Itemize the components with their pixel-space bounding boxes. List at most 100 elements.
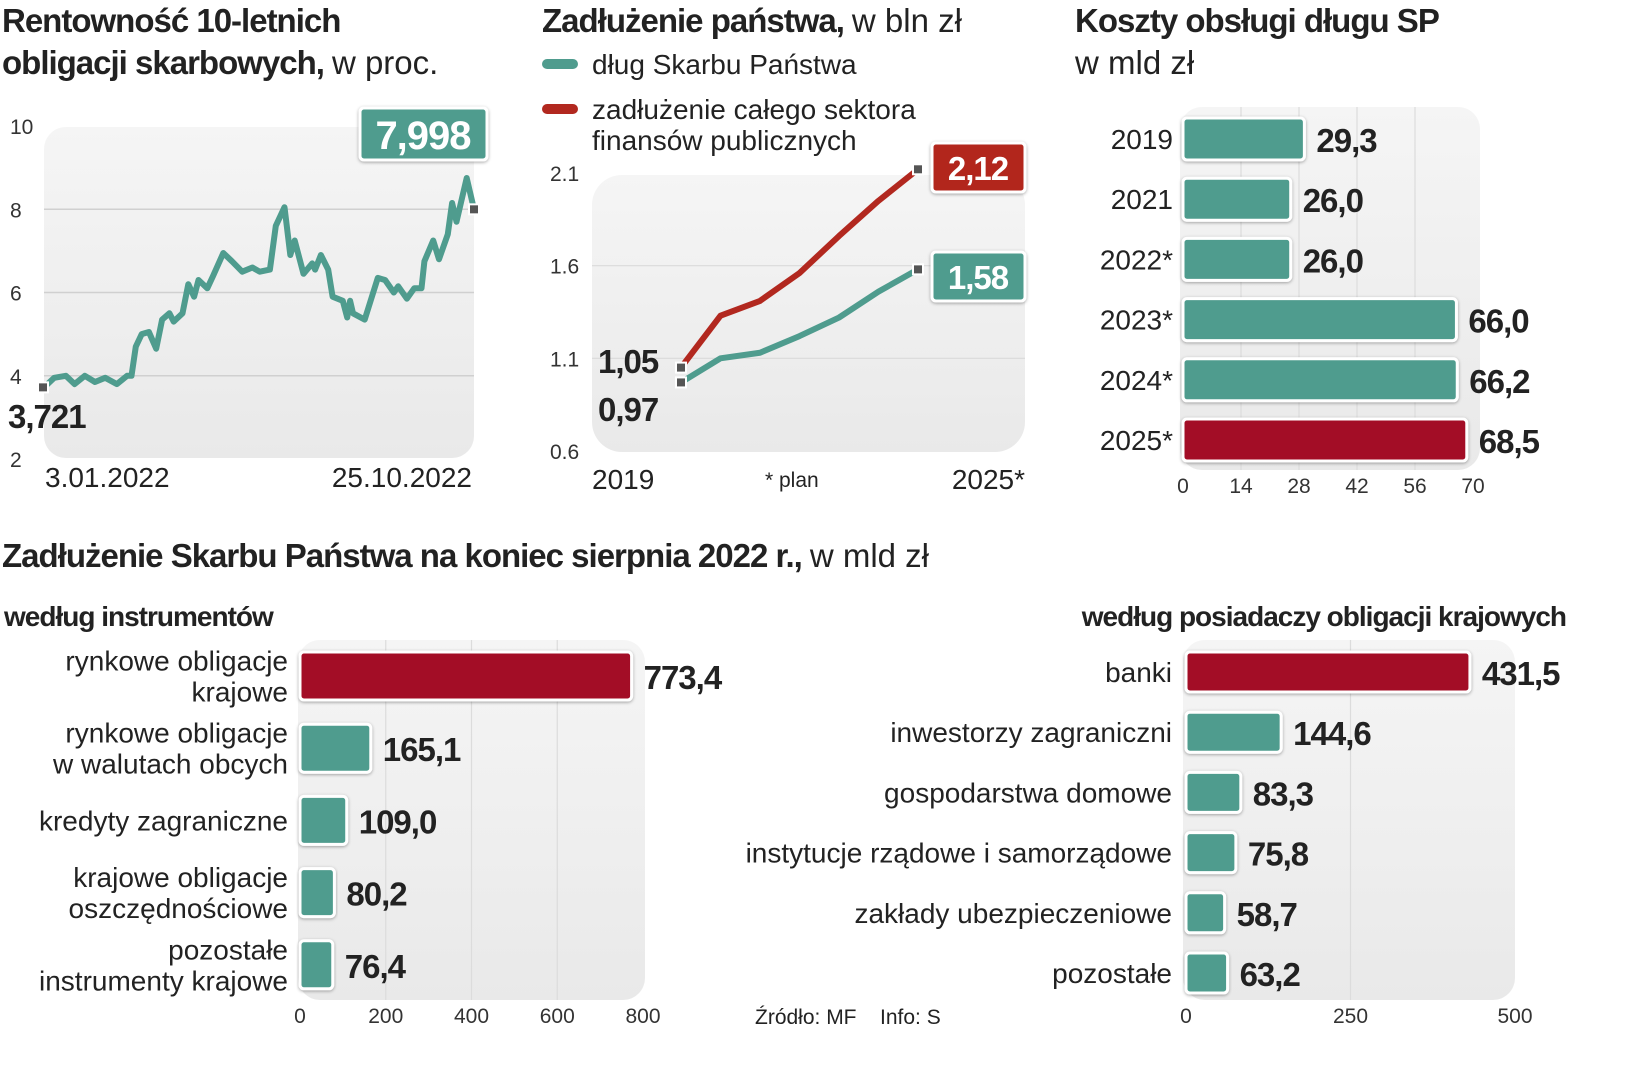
category-label: zakłady ubezpieczeniowe	[854, 898, 1172, 929]
category-label: inwestorzy zagraniczni	[890, 717, 1172, 748]
bar	[298, 794, 349, 846]
category-label: 2021	[1111, 184, 1173, 215]
sector-debt-line	[678, 166, 920, 370]
bar-value-label: 26,0	[1303, 182, 1363, 219]
chart1-subtitle: w proc.	[331, 44, 438, 81]
point-marker	[912, 163, 924, 176]
end-value-label: 1,58	[948, 259, 1009, 296]
start-value-label: 3,721	[8, 398, 86, 435]
bar-value-label: 109,0	[359, 803, 437, 840]
x-tick-label: 800	[625, 1005, 660, 1028]
x-tick-label: 0	[1177, 475, 1189, 498]
bar-value-label: 773,4	[644, 659, 723, 696]
category-label: rynkowe obligacje	[65, 646, 288, 677]
y-tick-label: 2	[10, 449, 22, 472]
bar-value-label: 75,8	[1248, 836, 1309, 873]
x-tick-label: 500	[1497, 1005, 1532, 1028]
yield-line	[41, 175, 477, 391]
bar-value-label: 29,3	[1316, 122, 1377, 159]
legend-label-red-line1: zadłużenie całego sektora	[592, 94, 916, 125]
y-tick-label: 6	[10, 283, 22, 306]
legend-label-teal: dług Skarbu Państwa	[592, 49, 857, 80]
category-label: oszczędnościowe	[69, 893, 288, 924]
category-label: w walutach obcych	[52, 749, 288, 780]
bar-value-label: 431,5	[1482, 655, 1560, 692]
category-label: pozostałe	[168, 934, 288, 965]
x-tick-label: 400	[454, 1005, 489, 1028]
bar-value-label: 66,2	[1469, 363, 1530, 400]
plot-panel	[592, 175, 1025, 452]
x-tick-label: 28	[1287, 475, 1310, 498]
chart3-title: Koszty obsługi długu SP	[1075, 2, 1439, 39]
section-title: Zadłużenie Skarbu Państwa na koniec sier…	[2, 537, 802, 574]
category-label: pozostałe	[1052, 958, 1172, 989]
end-marker	[468, 203, 480, 216]
x-tick-label: 200	[368, 1005, 403, 1028]
debt-cost-bar-chart: 0 14 28 42 56 70 29,3 2019 26,0 2021 26,0 2022* 66,0…	[1100, 107, 1541, 498]
category-label: instytucje rządowe i samorządowe	[746, 838, 1172, 869]
bar-value-label: 165,1	[383, 731, 461, 768]
bar-value-label: 58,7	[1237, 896, 1297, 933]
chart1-title-line1: Rentowność 10-letnich	[2, 2, 340, 39]
category-label: 2025*	[1100, 425, 1173, 456]
chart1-title-line2-group: obligacji skarbowych, w proc.	[2, 44, 438, 81]
x-tick-label: 600	[540, 1005, 575, 1028]
bar-value-label: 144,6	[1293, 715, 1371, 752]
chart4-title: według instrumentów	[3, 601, 274, 632]
bar	[1181, 357, 1459, 403]
x-tick-label: 70	[1461, 475, 1484, 498]
y-tick-label: 1.6	[550, 256, 579, 279]
start-value-label: 0,97	[598, 391, 658, 428]
category-label: banki	[1105, 657, 1172, 688]
chart1-title-line2: obligacji skarbowych,	[2, 44, 324, 81]
plan-note: * plan	[765, 469, 819, 492]
chart2-subtitle: w bln zł	[851, 2, 963, 39]
x-tick-label: 42	[1345, 475, 1368, 498]
x-tick-label: 2025*	[952, 464, 1025, 495]
x-tick-label: 14	[1229, 475, 1253, 498]
x-tick-label: 56	[1403, 475, 1426, 498]
bar	[1181, 176, 1293, 222]
bar	[298, 939, 335, 991]
bar	[1184, 891, 1227, 935]
bar	[298, 650, 634, 702]
y-tick-label: 2.1	[550, 163, 579, 186]
y-tick-label: 0.6	[550, 441, 579, 464]
end-value-badge	[930, 250, 1027, 303]
bar	[1184, 831, 1238, 875]
category-label: krajowe obligacje	[73, 862, 288, 893]
category-label: krajowe	[192, 677, 288, 708]
point-marker	[912, 263, 924, 276]
start-marker	[37, 381, 49, 394]
category-label: gospodarstwa domowe	[884, 777, 1172, 808]
legend-label-red-line2: finansów publicznych	[592, 125, 857, 156]
category-label: rynkowe obligacje	[65, 718, 288, 749]
category-label: 2023*	[1100, 305, 1173, 336]
bar	[298, 867, 336, 919]
category-label: kredyty zagraniczne	[39, 805, 288, 836]
yield-line-chart: 10 8 6 4 2 3,721 7,998 3.01.2022 25.10.2022	[8, 106, 489, 493]
bar	[1181, 417, 1469, 463]
bar	[298, 722, 373, 774]
x-tick-label: 250	[1333, 1005, 1368, 1028]
end-value-badge	[930, 141, 1027, 194]
category-label: 2019	[1111, 124, 1173, 155]
bar	[1181, 116, 1306, 162]
y-tick-label: 4	[10, 366, 22, 389]
category-label: 2024*	[1100, 365, 1173, 396]
y-tick-label: 10	[10, 116, 33, 139]
x-tick-label: 0	[1180, 1005, 1192, 1028]
debt-line-chart: 2.1 1.6 1.1 0.6 1,58 2,12 1,05 0,97 2019 * plan 20…	[550, 141, 1027, 495]
holders-bar-chart: 0 250 500 431,5 banki 144,6 inwestorzy zagrani…	[746, 640, 1561, 1028]
bar	[1184, 650, 1472, 694]
y-tick-label: 1.1	[550, 348, 579, 371]
section-title-group: Zadłużenie Skarbu Państwa na koniec sier…	[2, 537, 930, 574]
bar	[1184, 951, 1230, 995]
bar-value-label: 66,0	[1468, 303, 1528, 340]
category-label: 2022*	[1100, 244, 1173, 275]
point-marker	[675, 376, 687, 389]
legend-swatch-red	[542, 104, 578, 114]
info-note: Info: S	[880, 1006, 941, 1029]
